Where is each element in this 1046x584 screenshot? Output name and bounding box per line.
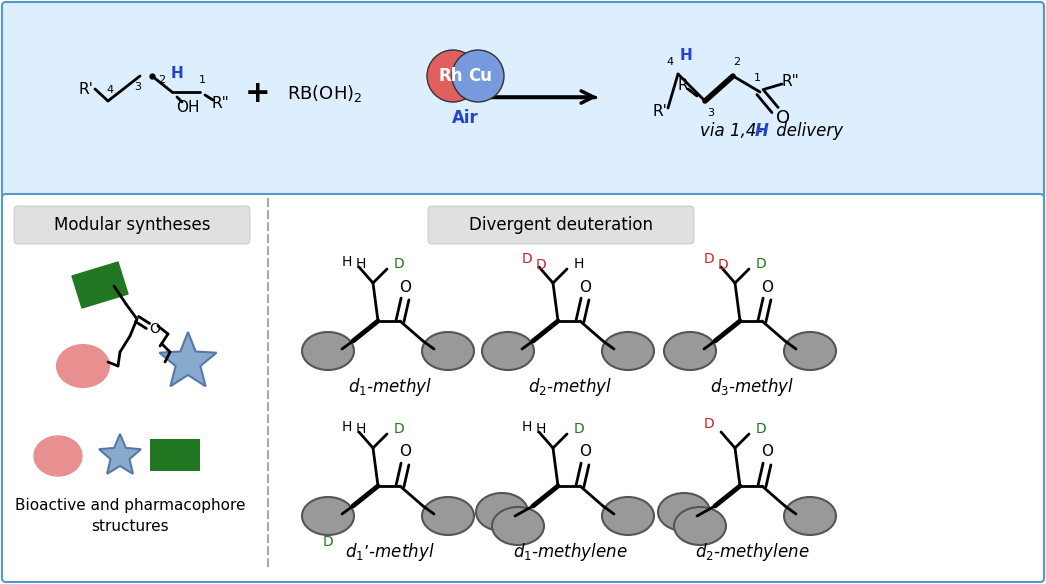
Text: $d_1$-methyl: $d_1$-methyl bbox=[348, 376, 432, 398]
Text: Bioactive and pharmacophore
structures: Bioactive and pharmacophore structures bbox=[15, 498, 245, 534]
Ellipse shape bbox=[422, 497, 474, 535]
Text: O: O bbox=[761, 444, 773, 460]
Ellipse shape bbox=[302, 497, 354, 535]
Text: 1: 1 bbox=[199, 75, 205, 85]
Text: H: H bbox=[342, 255, 353, 269]
Text: H: H bbox=[680, 48, 692, 64]
Text: O: O bbox=[776, 109, 790, 127]
Text: R": R" bbox=[781, 75, 799, 89]
Ellipse shape bbox=[784, 497, 836, 535]
Text: Divergent deuteration: Divergent deuteration bbox=[469, 216, 653, 234]
Ellipse shape bbox=[35, 436, 82, 476]
Text: D: D bbox=[704, 417, 714, 431]
Ellipse shape bbox=[674, 507, 726, 545]
Text: D: D bbox=[755, 422, 767, 436]
Text: H: H bbox=[574, 257, 584, 271]
Text: $d_2$-methyl: $d_2$-methyl bbox=[528, 376, 612, 398]
Text: D: D bbox=[393, 422, 405, 436]
Polygon shape bbox=[159, 332, 217, 386]
Text: RB(OH)$_2$: RB(OH)$_2$ bbox=[288, 84, 363, 105]
Text: Air: Air bbox=[452, 109, 478, 127]
Text: Modular syntheses: Modular syntheses bbox=[53, 216, 210, 234]
Text: $d_1$-methylene: $d_1$-methylene bbox=[513, 541, 628, 563]
Ellipse shape bbox=[56, 345, 109, 387]
Text: 4: 4 bbox=[666, 57, 674, 67]
Text: D: D bbox=[718, 258, 728, 272]
Ellipse shape bbox=[302, 332, 354, 370]
Text: 3: 3 bbox=[707, 108, 714, 118]
Text: H: H bbox=[342, 420, 353, 434]
Text: O: O bbox=[579, 280, 591, 294]
Polygon shape bbox=[99, 434, 141, 474]
Ellipse shape bbox=[422, 332, 474, 370]
Text: H: H bbox=[356, 257, 366, 271]
FancyBboxPatch shape bbox=[2, 2, 1044, 198]
Text: O: O bbox=[399, 280, 411, 294]
Circle shape bbox=[427, 50, 479, 102]
Ellipse shape bbox=[602, 332, 654, 370]
Text: 2: 2 bbox=[733, 57, 741, 67]
Text: D: D bbox=[393, 257, 405, 271]
Text: D: D bbox=[522, 252, 532, 266]
Text: 1: 1 bbox=[753, 73, 760, 83]
Text: H: H bbox=[536, 422, 546, 436]
Ellipse shape bbox=[482, 332, 535, 370]
Text: 2: 2 bbox=[158, 75, 165, 85]
Text: delivery: delivery bbox=[771, 122, 843, 140]
Circle shape bbox=[452, 50, 504, 102]
Ellipse shape bbox=[492, 507, 544, 545]
Ellipse shape bbox=[476, 493, 528, 531]
Text: $d_1$’-methyl: $d_1$’-methyl bbox=[345, 541, 435, 563]
Text: R: R bbox=[678, 78, 688, 92]
Text: O: O bbox=[150, 322, 160, 336]
Text: O: O bbox=[761, 280, 773, 294]
Text: 4: 4 bbox=[107, 85, 114, 95]
Text: R": R" bbox=[211, 96, 229, 112]
Text: O: O bbox=[579, 444, 591, 460]
Polygon shape bbox=[72, 262, 128, 308]
Text: via 1,4-: via 1,4- bbox=[700, 122, 763, 140]
Text: O: O bbox=[399, 444, 411, 460]
Text: D: D bbox=[536, 258, 546, 272]
FancyBboxPatch shape bbox=[428, 206, 693, 244]
Ellipse shape bbox=[658, 493, 710, 531]
Text: R': R' bbox=[653, 103, 667, 119]
Text: OH: OH bbox=[176, 100, 200, 116]
Ellipse shape bbox=[602, 497, 654, 535]
Ellipse shape bbox=[784, 332, 836, 370]
FancyBboxPatch shape bbox=[14, 206, 250, 244]
Text: Rh: Rh bbox=[438, 67, 463, 85]
Ellipse shape bbox=[664, 332, 717, 370]
Text: $d_2$-methylene: $d_2$-methylene bbox=[695, 541, 810, 563]
Text: D: D bbox=[573, 422, 585, 436]
Text: Cu: Cu bbox=[468, 67, 492, 85]
FancyBboxPatch shape bbox=[150, 439, 200, 471]
Text: 3: 3 bbox=[135, 82, 141, 92]
Text: H: H bbox=[170, 67, 183, 82]
FancyBboxPatch shape bbox=[2, 194, 1044, 582]
Text: H: H bbox=[755, 122, 769, 140]
Text: +: + bbox=[245, 79, 271, 109]
Text: R': R' bbox=[78, 82, 93, 96]
Text: $d_3$-methyl: $d_3$-methyl bbox=[710, 376, 794, 398]
Text: D: D bbox=[755, 257, 767, 271]
Text: H: H bbox=[356, 422, 366, 436]
Text: D: D bbox=[704, 252, 714, 266]
Text: H: H bbox=[522, 420, 532, 434]
Text: D: D bbox=[322, 535, 334, 549]
